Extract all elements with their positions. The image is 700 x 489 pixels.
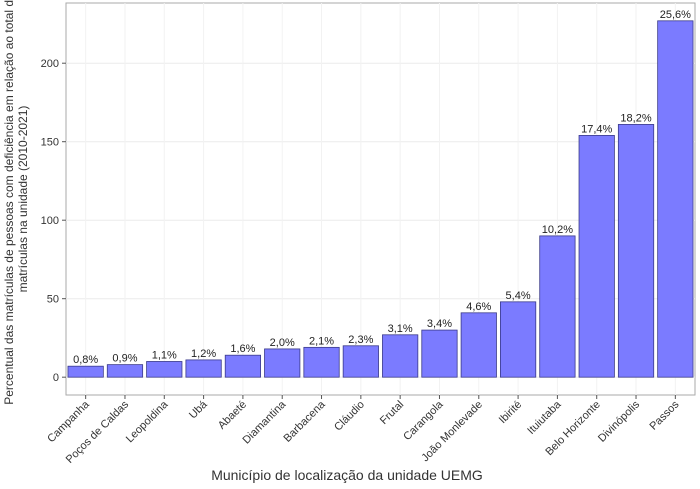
y-tick-label: 50 (47, 294, 59, 306)
value-label: 17,4% (581, 123, 612, 135)
bar (657, 20, 694, 378)
bar (578, 135, 615, 378)
bar (224, 354, 261, 378)
bar (539, 235, 576, 378)
value-label: 1,1% (152, 349, 177, 361)
bar (342, 345, 379, 378)
x-tick-label: Barbacena (282, 398, 329, 445)
x-tick-label: Passos (647, 398, 681, 432)
value-label: 2,0% (270, 337, 295, 349)
value-label: 4,6% (466, 301, 491, 313)
x-tick-label: Abaeté (216, 399, 249, 432)
value-label: 25,6% (660, 9, 691, 21)
value-label: 2,1% (309, 335, 334, 347)
y-axis-title: matrículas na unidade (2010-2021) (16, 106, 30, 293)
bar (264, 348, 301, 378)
bar (382, 334, 419, 378)
value-label: 10,2% (542, 224, 573, 236)
value-label: 1,6% (230, 343, 255, 355)
value-label: 0,8% (73, 354, 98, 366)
bar (185, 359, 222, 378)
bar (500, 301, 537, 378)
x-tick-label: Ubá (187, 398, 210, 421)
x-tick-label: Diamantina (241, 398, 289, 446)
bar (67, 365, 104, 378)
x-tick-label: Ituiutaba (525, 398, 564, 437)
bar (146, 361, 183, 378)
x-tick-label: Leopoldina (124, 398, 171, 445)
y-axis-title: Percentual das matrículas de pessoas com… (2, 0, 16, 405)
y-tick-label: 100 (41, 215, 59, 227)
y-tick-label: 200 (41, 58, 59, 70)
value-label: 1,2% (191, 348, 216, 360)
value-label: 18,2% (620, 112, 651, 124)
value-label: 0,9% (112, 353, 137, 365)
x-tick-label: Divinópolis (596, 398, 642, 444)
value-label: 5,4% (506, 290, 531, 302)
x-tick-label: Ibirité (497, 399, 525, 427)
x-tick-label: Cláudio (332, 399, 367, 434)
value-label: 3,4% (427, 318, 452, 330)
y-tick-label: 150 (41, 137, 59, 149)
bar (617, 124, 655, 378)
bar (106, 364, 144, 378)
bar (421, 329, 458, 378)
x-tick-label: Frutal (378, 399, 406, 427)
bar (460, 312, 497, 378)
y-tick-label: 0 (53, 372, 59, 384)
x-axis-title: Município de localização da unidade UEMG (211, 467, 483, 483)
value-label: 2,3% (348, 334, 373, 346)
value-label: 3,1% (388, 323, 413, 335)
bar (303, 346, 340, 378)
